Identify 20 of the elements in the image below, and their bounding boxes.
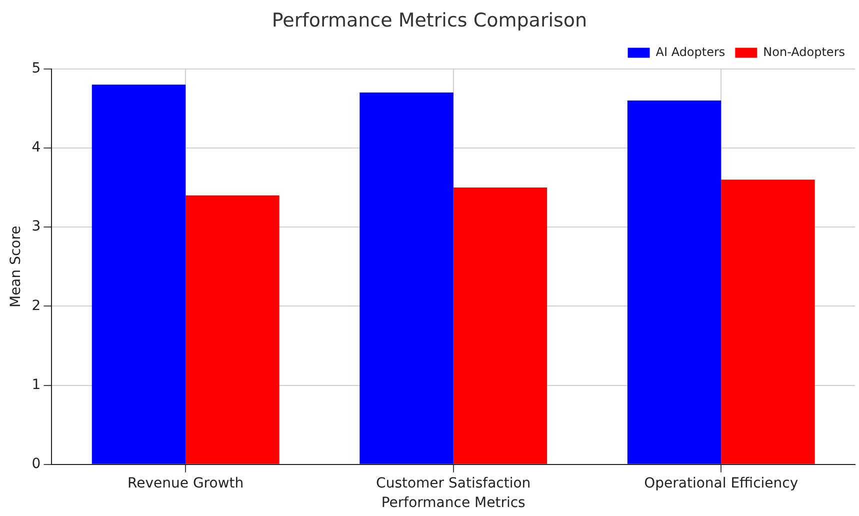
x-tick-label: Customer Satisfaction	[376, 475, 531, 492]
legend-label: AI Adopters	[656, 44, 726, 59]
chart-title: Performance Metrics Comparison	[272, 9, 588, 32]
y-tick-label: 2	[32, 298, 41, 314]
bar	[92, 84, 186, 464]
y-tick-label: 1	[32, 376, 41, 393]
y-tick-label: 0	[32, 456, 41, 472]
y-tick-label: 3	[32, 218, 41, 235]
bar	[186, 195, 280, 464]
bar	[721, 180, 815, 464]
y-axis-title: Mean Score	[8, 226, 24, 308]
legend-label: Non-Adopters	[763, 44, 846, 59]
bar	[627, 100, 722, 464]
bar	[453, 187, 548, 464]
bar	[360, 92, 454, 464]
x-tick-label: Operational Efficiency	[644, 475, 798, 492]
y-tick-label: 4	[32, 140, 41, 156]
y-tick-label: 5	[32, 60, 41, 76]
x-axis-title: Performance Metrics	[381, 495, 526, 512]
x-tick-label: Revenue Growth	[128, 475, 244, 492]
